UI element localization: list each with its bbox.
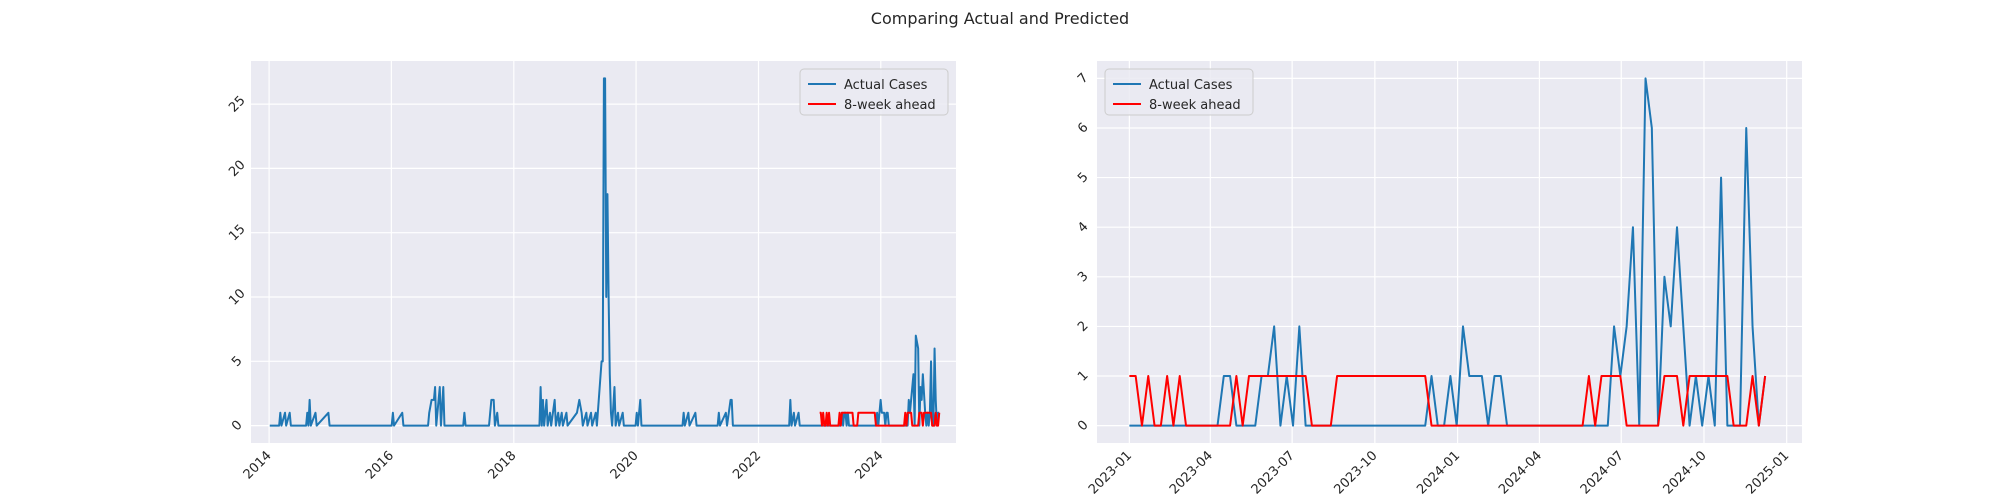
x-tick-label: 2020 <box>608 448 642 482</box>
chart-panel-left: 2014 2016 2018 2020 2022 2024 0 5 10 15 20 25 Actual… <box>226 61 956 482</box>
legend: Actual Cases 8-week ahead <box>1104 68 1254 116</box>
y-tick-label: 25 <box>226 93 248 115</box>
x-tick-label: 2023-04 <box>1167 448 1216 497</box>
x-tick-label: 2023-01 <box>1086 448 1135 497</box>
legend-label: 8-week ahead <box>844 98 936 113</box>
y-tick-label: 6 <box>1075 120 1091 136</box>
y-tick-label: 0 <box>1075 418 1091 434</box>
x-tick-label: 2024-01 <box>1414 448 1463 497</box>
y-tick-label: 10 <box>226 286 248 308</box>
x-tick-label: 2022 <box>730 448 764 482</box>
legend-box <box>799 68 949 116</box>
y-tick-label: 2 <box>1075 319 1091 335</box>
y-tick-label: 4 <box>1075 219 1091 235</box>
y-tick-label: 3 <box>1075 269 1091 285</box>
legend-box <box>1104 68 1254 116</box>
series-line-actual <box>1129 77 1767 427</box>
x-tick-label: 2024-07 <box>1578 448 1627 497</box>
chart-panel-right: 2023-01 2023-04 2023-07 2023-10 2024-01 2024-… <box>1075 61 1802 497</box>
y-tick-label: 7 <box>1075 70 1091 86</box>
legend-label: Actual Cases <box>1149 78 1233 93</box>
y-tick-label: 20 <box>226 158 248 180</box>
y-tick-label: 5 <box>1075 170 1091 186</box>
series-line-actual <box>269 77 940 427</box>
legend: Actual Cases 8-week ahead <box>799 68 949 116</box>
x-tick-label: 2023-10 <box>1331 448 1380 497</box>
y-tick-label: 5 <box>229 353 245 369</box>
legend-label: 8-week ahead <box>1149 98 1241 113</box>
x-tick-label: 2023-07 <box>1249 448 1298 497</box>
series-line-predicted <box>819 411 941 427</box>
x-tick-label: 2018 <box>485 448 519 482</box>
x-tick-label: 2016 <box>363 448 397 482</box>
x-tick-label: 2024-04 <box>1496 448 1545 497</box>
y-tick-label: 15 <box>226 222 248 244</box>
x-tick-label: 2024 <box>852 448 886 482</box>
y-tick-label: 1 <box>1075 368 1091 384</box>
x-tick-label: 2025-01 <box>1743 448 1792 497</box>
legend-label: Actual Cases <box>844 78 928 93</box>
y-tick-label: 0 <box>229 418 245 434</box>
x-tick-label: 2024-10 <box>1661 448 1710 497</box>
x-tick-label: 2014 <box>241 448 275 482</box>
figure-title: Comparing Actual and Predicted <box>871 9 1129 28</box>
series-line-predicted <box>1129 375 1767 427</box>
